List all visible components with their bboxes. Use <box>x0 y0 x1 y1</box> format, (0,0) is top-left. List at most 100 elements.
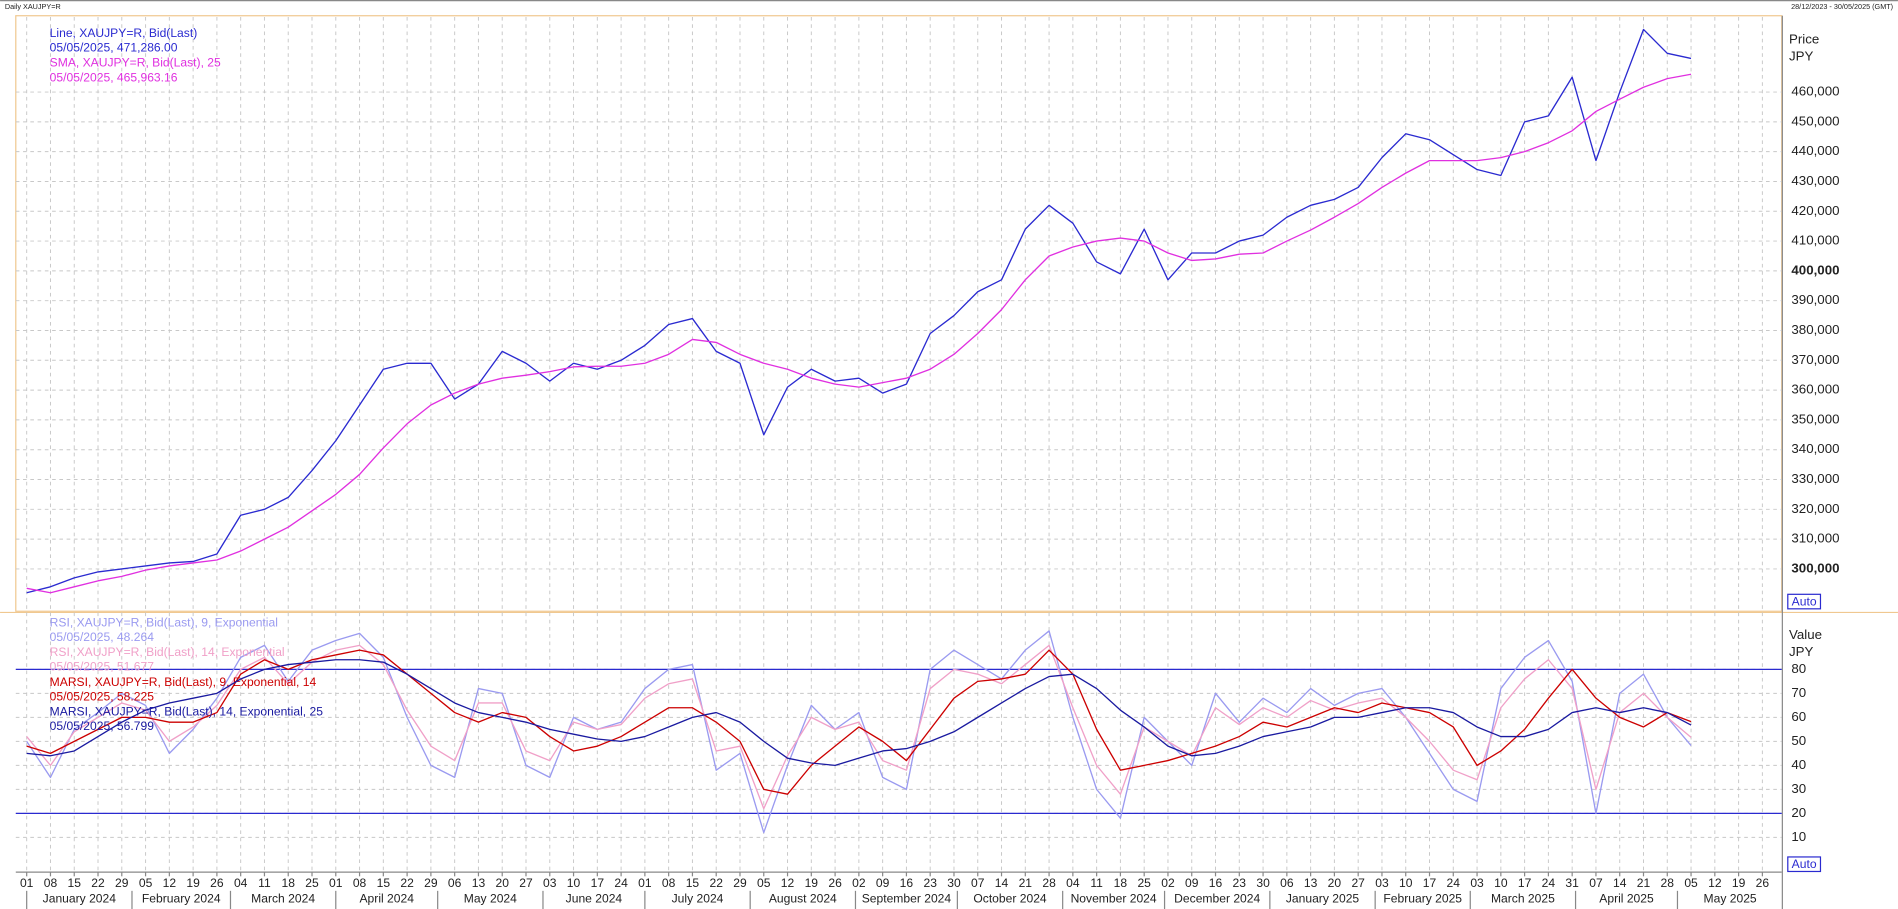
x-tick-label: 09 <box>876 876 890 890</box>
x-tick-label: 03 <box>1470 876 1484 890</box>
month-label: April 2025 <box>1599 892 1654 906</box>
y-axis-title: Value <box>1789 627 1822 642</box>
x-tick-label: 03 <box>543 876 557 890</box>
x-tick-label: 29 <box>733 876 747 890</box>
y-tick-label: 400,000 <box>1791 262 1839 277</box>
x-tick-label: 15 <box>686 876 700 890</box>
series-line <box>26 28 1692 594</box>
y-tick-label: 430,000 <box>1791 173 1839 188</box>
legend-entry: Line, XAUJPY=R, Bid(Last) <box>50 26 198 40</box>
legend-entry: MARSI, XAUJPY=R, Bid(Last), 14, Exponent… <box>50 705 324 719</box>
x-tick-label: 14 <box>1613 876 1627 890</box>
x-tick-label: 25 <box>305 876 319 890</box>
x-tick-label: 19 <box>1732 876 1746 890</box>
x-tick-label: 14 <box>995 876 1009 890</box>
x-tick-label: 26 <box>210 876 224 890</box>
x-tick-label: 27 <box>519 876 533 890</box>
x-tick-label: 03 <box>1375 876 1389 890</box>
legend-entry: MARSI, XAUJPY=R, Bid(Last), 9, Exponenti… <box>50 675 317 689</box>
legend-entry: RSI, XAUJPY=R, Bid(Last), 14, Exponentia… <box>50 645 285 659</box>
x-tick-label: 10 <box>1399 876 1413 890</box>
x-tick-label: 09 <box>1185 876 1199 890</box>
auto-button[interactable] <box>1787 856 1822 873</box>
x-tick-label: 02 <box>1161 876 1175 890</box>
x-tick-label: 07 <box>971 876 985 890</box>
auto-button-label[interactable]: Auto <box>1792 594 1817 608</box>
y-tick-label: 80 <box>1791 661 1806 676</box>
y-tick-label: 60 <box>1791 709 1806 724</box>
x-tick-label: 12 <box>781 876 795 890</box>
y-tick-label: 320,000 <box>1791 501 1839 516</box>
x-tick-label: 01 <box>638 876 652 890</box>
month-label: February 2024 <box>142 892 221 906</box>
month-label: October 2024 <box>973 892 1047 906</box>
auto-button[interactable] <box>1787 593 1822 610</box>
x-tick-label: 16 <box>1209 876 1223 890</box>
x-tick-label: 12 <box>163 876 177 890</box>
month-label: March 2024 <box>251 892 315 906</box>
x-tick-label: 18 <box>282 876 296 890</box>
y-tick-label: 360,000 <box>1791 382 1839 397</box>
x-tick-label: 24 <box>1542 876 1556 890</box>
x-tick-label: 22 <box>709 876 723 890</box>
series-line <box>26 644 1692 810</box>
series-line <box>26 73 1692 594</box>
month-label: May 2024 <box>464 892 517 906</box>
legend-value: 05/05/2025, 465,963.16 <box>50 70 178 84</box>
y-tick-label: 20 <box>1791 805 1806 820</box>
date-range: 28/12/2023 - 30/05/2025 (GMT) <box>1791 2 1893 11</box>
x-tick-label: 13 <box>472 876 486 890</box>
month-label: August 2024 <box>769 892 837 906</box>
x-tick-label: 30 <box>1256 876 1270 890</box>
month-label: July 2024 <box>672 892 724 906</box>
x-tick-label: 20 <box>1328 876 1342 890</box>
x-tick-label: 13 <box>1304 876 1318 890</box>
x-tick-label: 08 <box>44 876 58 890</box>
x-tick-label: 31 <box>1565 876 1579 890</box>
y-tick-label: 330,000 <box>1791 471 1839 486</box>
y-tick-label: 370,000 <box>1791 352 1839 367</box>
x-tick-label: 01 <box>329 876 343 890</box>
x-tick-label: 08 <box>662 876 676 890</box>
x-tick-label: 04 <box>234 876 248 890</box>
y-tick-label: 10 <box>1791 829 1806 844</box>
chart-header: Daily XAUJPY=R <box>5 2 61 11</box>
x-tick-label: 28 <box>1042 876 1056 890</box>
auto-button-label[interactable]: Auto <box>1792 857 1817 871</box>
legend-value: 05/05/2025, 56.799 <box>50 719 155 733</box>
legend-entry: SMA, XAUJPY=R, Bid(Last), 25 <box>50 56 221 70</box>
x-tick-label: 24 <box>614 876 628 890</box>
x-tick-label: 07 <box>1589 876 1603 890</box>
x-tick-label: 18 <box>1114 876 1128 890</box>
y-tick-label: 50 <box>1791 733 1806 748</box>
x-tick-label: 23 <box>1233 876 1247 890</box>
month-label: January 2024 <box>43 892 117 906</box>
legend-entry: RSI, XAUJPY=R, Bid(Last), 9, Exponential <box>50 616 278 630</box>
y-tick-label: 390,000 <box>1791 292 1839 307</box>
x-tick-label: 17 <box>1423 876 1437 890</box>
x-tick-label: 30 <box>947 876 961 890</box>
y-tick-label: 310,000 <box>1791 531 1839 546</box>
x-tick-label: 06 <box>1280 876 1294 890</box>
x-tick-label: 10 <box>1494 876 1508 890</box>
month-label: February 2025 <box>1383 892 1462 906</box>
y-axis-unit: JPY <box>1789 48 1814 63</box>
y-tick-label: 70 <box>1791 685 1806 700</box>
x-tick-label: 22 <box>91 876 105 890</box>
month-label: December 2024 <box>1174 892 1260 906</box>
y-tick-label: 340,000 <box>1791 441 1839 456</box>
legend-value: 05/05/2025, 51.677 <box>50 660 155 674</box>
series-line <box>26 630 1692 834</box>
x-tick-label: 23 <box>923 876 937 890</box>
x-tick-label: 21 <box>1637 876 1651 890</box>
x-tick-label: 19 <box>186 876 200 890</box>
x-tick-label: 01 <box>20 876 34 890</box>
x-tick-label: 11 <box>1090 876 1103 890</box>
month-label: November 2024 <box>1071 892 1157 906</box>
x-tick-label: 26 <box>1756 876 1770 890</box>
x-tick-label: 17 <box>1518 876 1532 890</box>
x-tick-label: 15 <box>68 876 82 890</box>
legend-value: 05/05/2025, 48.264 <box>50 630 155 644</box>
month-label: May 2025 <box>1704 892 1757 906</box>
